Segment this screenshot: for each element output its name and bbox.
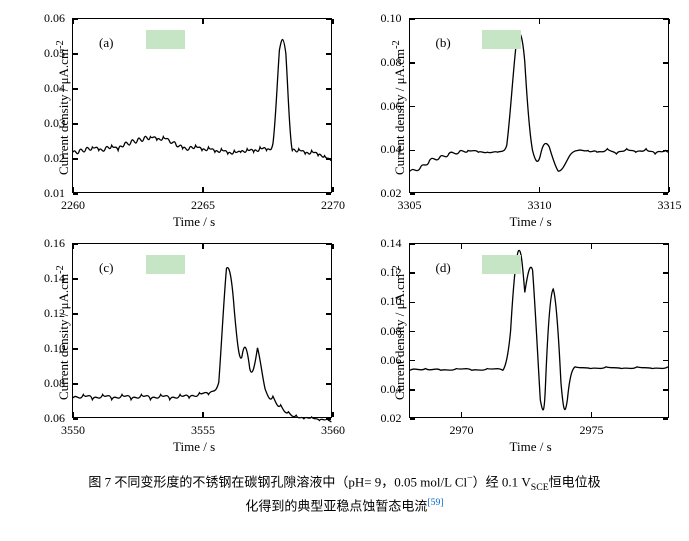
caption-text: 化得到的典型亚稳点蚀暂态电流 (245, 498, 427, 513)
caption-line-1: 图 7 不同变形度的不锈钢在碳钢孔隙溶液中（pH= 9，0.05 mol/L C… (0, 472, 689, 496)
caption-text: 图 7 不同变形度的不锈钢在碳钢孔隙溶液中（pH= 9，0.05 mol/L C… (88, 474, 467, 489)
ytick-mark (410, 418, 415, 420)
xtick-label: 3315 (658, 198, 682, 213)
xtick-label: 2265 (191, 198, 215, 213)
xtick-mark (332, 244, 334, 249)
subplot-d: 0.020.040.060.080.100.120.1429702975Curr… (351, 237, 676, 456)
plot-area-d: 0.020.040.060.080.100.120.1429702975Curr… (409, 243, 669, 418)
xtick-mark (669, 187, 671, 192)
ytick-mark (73, 193, 78, 195)
ytick-mark (410, 193, 415, 195)
plot-area-c: 0.060.080.100.120.140.16355035553560Curr… (72, 243, 332, 418)
xtick-mark (332, 412, 334, 417)
highlight-box (482, 30, 521, 49)
ytick-mark (663, 193, 668, 195)
ylabel: Current density / μA.cm-2 (391, 245, 408, 420)
highlight-box (482, 255, 521, 274)
subplot-label: (a) (99, 35, 113, 51)
xlabel: Time / s (510, 439, 552, 455)
xlabel: Time / s (173, 439, 215, 455)
xtick-label: 3555 (191, 423, 215, 438)
xtick-mark (669, 19, 671, 24)
xtick-label: 3550 (61, 423, 85, 438)
ylabel: Current density / μA.cm-2 (54, 245, 71, 420)
subplot-label: (b) (436, 35, 451, 51)
xtick-mark (332, 19, 334, 24)
ylabel: Current density / μA.cm-2 (391, 20, 408, 195)
chart-grid: 0.010.020.030.040.050.06226022652270Curr… (0, 0, 689, 464)
xlabel: Time / s (510, 214, 552, 230)
ytick-mark (326, 193, 331, 195)
highlight-box (146, 255, 185, 274)
xtick-label: 3560 (321, 423, 345, 438)
caption-sub: SCE (531, 482, 549, 493)
subplot-label: (d) (436, 260, 451, 276)
xlabel: Time / s (173, 214, 215, 230)
xtick-label: 2260 (61, 198, 85, 213)
caption-text: 恒电位极 (549, 474, 601, 489)
xtick-label: 3305 (398, 198, 422, 213)
ylabel: Current density / μA.cm-2 (54, 20, 71, 195)
subplot-a: 0.010.020.030.040.050.06226022652270Curr… (14, 12, 339, 231)
ytick-mark (73, 418, 78, 420)
ytick-mark (663, 418, 668, 420)
xtick-label: 2975 (580, 423, 604, 438)
caption-line-2: 化得到的典型亚稳点蚀暂态电流[59] (0, 496, 689, 516)
caption-ref: [59] (427, 497, 443, 508)
caption-text: ）经 0.1 V (473, 474, 531, 489)
subplot-label: (c) (99, 260, 113, 276)
xtick-label: 2970 (450, 423, 474, 438)
subplot-c: 0.060.080.100.120.140.16355035553560Curr… (14, 237, 339, 456)
xtick-mark (332, 187, 334, 192)
figure-caption: 图 7 不同变形度的不锈钢在碳钢孔隙溶液中（pH= 9，0.05 mol/L C… (0, 472, 689, 515)
plot-area-b: 0.020.040.060.080.10330533103315Current … (409, 18, 669, 193)
subplot-b: 0.020.040.060.080.10330533103315Current … (351, 12, 676, 231)
highlight-box (146, 30, 185, 49)
xtick-label: 2270 (321, 198, 345, 213)
plot-area-a: 0.010.020.030.040.050.06226022652270Curr… (72, 18, 332, 193)
xtick-label: 3310 (528, 198, 552, 213)
